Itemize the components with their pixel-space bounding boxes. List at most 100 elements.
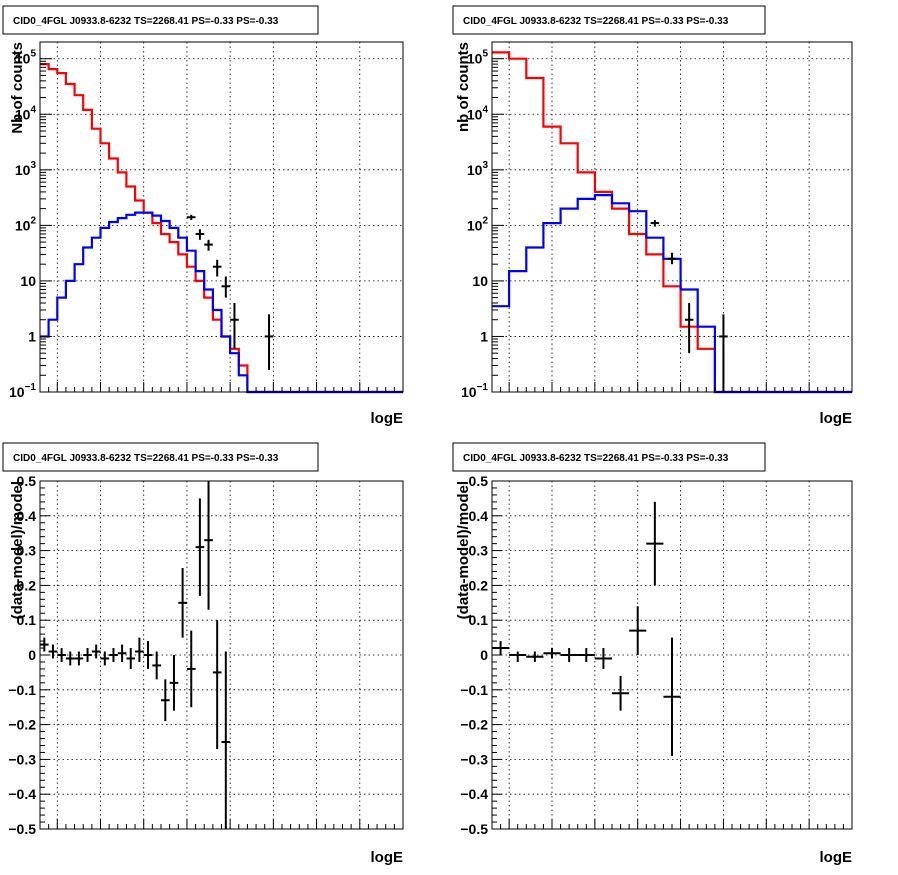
data-point — [161, 679, 170, 722]
data-point — [204, 239, 213, 251]
chart-panel-3: −0.5 −0.4 −0.3 −0.2 −0.1 0 0.1 0.2 0.3 0.4 0.5 logE… — [2, 442, 404, 866]
x-axis-ticks — [491, 819, 853, 829]
y-tick-label: −0.1 — [460, 682, 488, 698]
data-point — [612, 675, 630, 711]
x-axis-title: logE — [820, 410, 853, 427]
data-point — [91, 644, 101, 659]
y-tick-label: 103 — [15, 160, 37, 178]
title-box — [452, 442, 766, 472]
y-tick-label: 0.5 — [469, 473, 489, 489]
data-point — [152, 651, 161, 680]
title-box — [452, 5, 766, 35]
y-tick-label: 1 — [28, 328, 36, 344]
series-3-points — [186, 214, 274, 370]
y-tick-label: 10−1 — [9, 382, 36, 400]
data-point — [221, 651, 231, 829]
data-point — [40, 637, 49, 652]
series-1-points — [40, 481, 231, 829]
y-tick-label: −0.5 — [460, 821, 488, 837]
data-point — [594, 648, 612, 669]
chart-title: CID0_4FGL J0933.8-6232 TS=2268.41 PS=-0.… — [463, 453, 729, 464]
y-tick-label: 0.2 — [469, 577, 489, 593]
data-point — [186, 630, 196, 708]
y-tick-exponent: 4 — [482, 104, 488, 115]
y-tick-label: −0.4 — [8, 786, 36, 802]
data-point — [264, 314, 274, 370]
data-point — [212, 259, 222, 277]
grid — [40, 481, 403, 829]
x-axis-ticks — [39, 382, 404, 392]
data-point — [186, 214, 196, 220]
data-point — [135, 637, 144, 662]
data-point — [57, 648, 66, 662]
y-tick-label: −0.2 — [460, 717, 488, 733]
y-tick-base: 10 — [15, 51, 31, 67]
chart-title: CID0_4FGL J0933.8-6232 TS=2268.41 PS=-0.… — [13, 16, 279, 27]
y-axis-title: nb of counts — [455, 42, 472, 132]
y-tick-exponent: −1 — [477, 382, 489, 393]
title-box — [2, 5, 319, 35]
data-point — [663, 637, 681, 756]
y-tick-label: 0 — [28, 647, 36, 663]
y-tick-exponent: −1 — [25, 382, 37, 393]
y-tick-base: 10 — [467, 162, 483, 178]
y-tick-label: 104 — [467, 104, 489, 122]
y-tick-label: 0.3 — [17, 543, 37, 559]
data-point — [204, 481, 213, 610]
data-point — [526, 651, 544, 662]
data-point — [169, 655, 179, 711]
y-axis-title: (data-model)/model — [455, 481, 472, 619]
data-point — [48, 644, 58, 659]
grid — [492, 42, 852, 392]
y-tick-label: −0.1 — [8, 682, 36, 698]
y-tick-label: −0.3 — [8, 751, 36, 767]
y-tick-label: 10−1 — [461, 382, 488, 400]
y-tick-exponent: 2 — [30, 215, 36, 226]
y-tick-exponent: 4 — [30, 104, 36, 115]
x-axis-title: logE — [371, 849, 404, 866]
chart-title: CID0_4FGL J0933.8-6232 TS=2268.41 PS=-0.… — [463, 16, 729, 27]
data-point — [74, 651, 84, 666]
data-point — [646, 501, 664, 586]
data-point — [221, 276, 231, 298]
data-point — [629, 606, 647, 655]
y-tick-label: 0.4 — [469, 508, 489, 524]
y-tick-label: −0.3 — [460, 751, 488, 767]
y-tick-exponent: 3 — [482, 160, 488, 171]
y-tick-label: 0.1 — [469, 612, 489, 628]
y-tick-label: 0.5 — [17, 473, 37, 489]
y-axis-title: (data-model)/model — [9, 481, 26, 619]
grid — [40, 42, 403, 392]
data-point — [109, 648, 118, 662]
y-axis-ticks — [492, 480, 502, 830]
series-3-points — [650, 219, 728, 392]
data-point — [212, 620, 222, 749]
y-tick-label: 0.2 — [17, 577, 37, 593]
y-tick-base: 10 — [467, 217, 483, 233]
y-axis-title: Nb of counts — [9, 42, 26, 134]
y-axis-ticks — [492, 41, 504, 393]
y-tick-label: 103 — [467, 160, 489, 178]
y-tick-label: 0.4 — [17, 508, 37, 524]
y-tick-label: 0 — [480, 647, 488, 663]
y-tick-label: 102 — [467, 215, 489, 233]
data-point — [509, 651, 527, 662]
data-point — [126, 648, 136, 669]
y-tick-base: 10 — [461, 384, 477, 400]
y-tick-label: 0.1 — [17, 612, 37, 628]
y-tick-label: 105 — [15, 49, 37, 67]
data-point — [230, 303, 239, 349]
y-tick-base: 10 — [9, 384, 25, 400]
series-1-points — [492, 501, 681, 756]
data-point — [543, 648, 561, 659]
x-axis-ticks — [39, 819, 404, 829]
data-point — [195, 229, 205, 240]
data-point — [560, 648, 578, 662]
data-point — [684, 303, 694, 354]
y-tick-exponent: 5 — [482, 49, 488, 60]
plot-area — [492, 42, 852, 392]
chart-panel-4: −0.5 −0.4 −0.3 −0.2 −0.1 0 0.1 0.2 0.3 0.4 0.5 logE… — [452, 442, 853, 866]
y-tick-label: 0.3 — [469, 543, 489, 559]
y-tick-label: 105 — [467, 49, 489, 67]
